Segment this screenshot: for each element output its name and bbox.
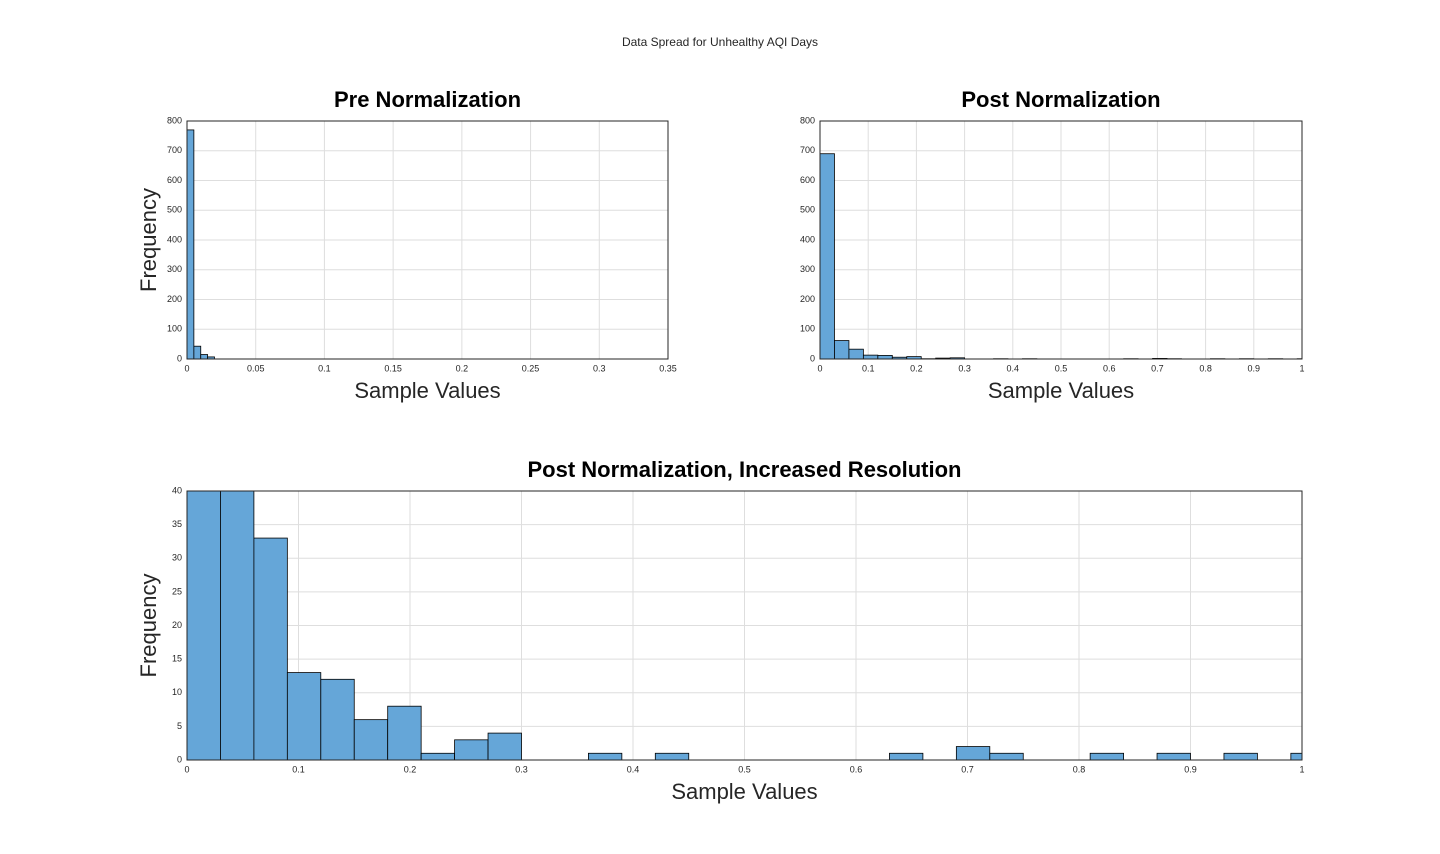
x-tick-label: 0.9	[1184, 764, 1197, 774]
bar	[1157, 753, 1190, 760]
bar	[194, 346, 201, 359]
bar	[889, 753, 922, 760]
bar	[388, 706, 421, 760]
x-tick-label: 0.1	[318, 363, 331, 373]
x-tick-label: 0.8	[1199, 363, 1212, 373]
bar	[820, 154, 834, 359]
x-tick-label: 0.35	[659, 363, 677, 373]
bar	[287, 673, 320, 760]
x-tick-label: 0.3	[593, 363, 606, 373]
x-axis-label: Sample Values	[354, 378, 500, 403]
x-tick-label: 0.2	[404, 764, 417, 774]
bar	[220, 343, 253, 760]
x-tick-label: 0.4	[1007, 363, 1020, 373]
bar	[1291, 753, 1324, 760]
y-tick-label: 800	[167, 115, 182, 125]
bar	[421, 753, 454, 760]
y-tick-label: 30	[172, 553, 182, 563]
bar	[956, 747, 989, 760]
x-tick-label: 0.5	[738, 764, 751, 774]
y-tick-label: 0	[810, 353, 815, 363]
chart: 0 100 200 300 400 500 600 700 800 0 0.1 0.2 0.3 0.4 0.…	[800, 87, 1312, 403]
x-tick-label: 0	[184, 764, 189, 774]
bar	[878, 355, 892, 359]
bar	[1224, 753, 1257, 760]
bar	[990, 753, 1023, 760]
x-tick-label: 1	[1299, 764, 1304, 774]
y-tick-label: 800	[800, 115, 815, 125]
y-tick-label: 0	[177, 754, 182, 764]
bar	[321, 679, 354, 760]
y-tick-label: 40	[172, 485, 182, 495]
x-tick-label: 0.2	[910, 363, 923, 373]
x-tick-label: 0.8	[1073, 764, 1086, 774]
x-tick-label: 0.9	[1248, 363, 1261, 373]
bar	[187, 0, 220, 760]
chart-title: Post Normalization	[961, 87, 1160, 112]
y-tick-label: 300	[167, 264, 182, 274]
x-tick-label: 1	[1299, 363, 1304, 373]
x-tick-label: 0.7	[1151, 363, 1164, 373]
y-tick-label: 10	[172, 687, 182, 697]
x-tick-label: 0.3	[958, 363, 971, 373]
x-axis-label: Sample Values	[988, 378, 1134, 403]
chart: 0 100 200 300 400 500 600 700 800 0 0.05 0.1 0.15 0.2…	[136, 87, 677, 403]
bar	[655, 753, 688, 760]
y-tick-label: 600	[167, 175, 182, 185]
bar	[863, 355, 877, 359]
chart-title: Pre Normalization	[334, 87, 521, 112]
bar	[354, 720, 387, 760]
y-tick-label: 5	[177, 721, 182, 731]
y-tick-label: 200	[167, 294, 182, 304]
x-tick-label: 0	[184, 363, 189, 373]
bar	[1090, 753, 1123, 760]
x-tick-label: 0.05	[247, 363, 265, 373]
x-tick-label: 0.2	[456, 363, 469, 373]
chart-title: Post Normalization, Increased Resolution	[528, 457, 962, 482]
y-tick-label: 300	[800, 264, 815, 274]
bar	[187, 130, 194, 359]
figure-title: Data Spread for Unhealthy AQI Days	[622, 35, 818, 49]
bar	[254, 538, 287, 760]
bar	[588, 753, 621, 760]
y-axis-label: Frequency	[136, 574, 161, 678]
y-tick-label: 15	[172, 654, 182, 664]
y-tick-label: 500	[167, 205, 182, 215]
x-tick-label: 0.6	[850, 764, 863, 774]
x-axis-label: Sample Values	[671, 779, 817, 804]
x-tick-label: 0.4	[627, 764, 640, 774]
bar	[834, 341, 848, 359]
y-tick-label: 20	[172, 620, 182, 630]
y-tick-label: 700	[800, 145, 815, 155]
y-tick-label: 0	[177, 353, 182, 363]
x-tick-label: 0	[817, 363, 822, 373]
y-tick-label: 25	[172, 586, 182, 596]
x-tick-label: 0.25	[522, 363, 540, 373]
y-tick-label: 100	[167, 324, 182, 334]
x-tick-label: 0.6	[1103, 363, 1116, 373]
bar	[849, 349, 863, 359]
x-tick-label: 0.1	[862, 363, 875, 373]
y-tick-label: 500	[800, 205, 815, 215]
x-tick-label: 0.1	[292, 764, 305, 774]
bar	[488, 733, 521, 760]
y-tick-label: 700	[167, 145, 182, 155]
y-axis-label: Frequency	[136, 188, 161, 292]
y-tick-label: 200	[800, 294, 815, 304]
y-tick-label: 100	[800, 324, 815, 334]
y-tick-label: 35	[172, 519, 182, 529]
bar	[455, 740, 488, 760]
x-tick-label: 0.5	[1055, 363, 1068, 373]
y-tick-label: 400	[167, 234, 182, 244]
x-tick-label: 0.15	[384, 363, 402, 373]
y-tick-label: 600	[800, 175, 815, 185]
y-tick-label: 400	[800, 234, 815, 244]
bar	[201, 355, 208, 359]
x-tick-label: 0.7	[961, 764, 974, 774]
x-tick-label: 0.3	[515, 764, 528, 774]
